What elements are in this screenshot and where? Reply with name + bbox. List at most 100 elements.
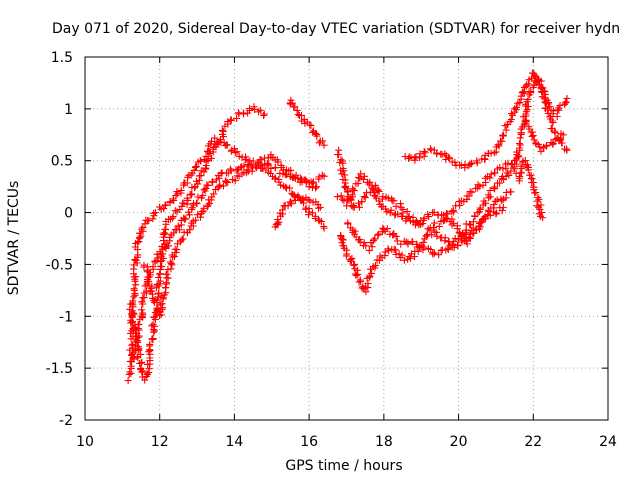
data-point [412,219,420,226]
data-point [511,105,519,113]
data-series-track-m [515,157,547,222]
data-point [200,204,208,212]
data-point [355,278,363,286]
data-point [529,132,537,139]
data-point [559,131,567,139]
data-point [426,145,434,153]
data-point [287,166,295,174]
data-point [562,99,569,107]
data-point [355,173,363,181]
data-point [150,212,158,220]
data-point [563,94,571,102]
data-point [164,274,172,282]
data-point [430,208,438,216]
data-point [496,164,504,171]
data-point [473,226,480,234]
data-point [338,170,346,178]
data-point [173,246,181,254]
data-point [395,250,403,258]
data-point [451,234,459,242]
data-point [344,219,352,227]
data-point [356,238,364,246]
data-point [310,178,317,186]
data-point [391,246,399,254]
data-point [524,166,532,174]
data-point [536,143,544,151]
data-point [194,193,202,201]
data-point [156,277,164,285]
data-point [530,136,538,144]
data-point [320,172,328,180]
data-point [448,215,456,223]
data-point [441,234,449,242]
data-point [498,207,506,215]
data-point [504,159,512,167]
data-point [149,335,157,342]
data-point [341,183,348,191]
data-point [406,254,414,262]
data-point [420,214,428,222]
data-point [532,189,540,197]
data-point [414,247,422,255]
data-point [204,155,212,163]
data-point [387,206,395,214]
data-point [274,216,282,223]
data-point [514,152,522,160]
data-point [416,150,424,158]
data-point [454,241,461,249]
y-tick-label: -1.5 [46,361,73,377]
data-point [482,215,490,223]
data-point [192,216,200,224]
data-point [392,251,400,258]
data-point [355,199,362,207]
x-tick-label: 10 [76,434,94,450]
data-point [368,269,376,277]
data-point [128,341,136,349]
data-point [179,235,187,243]
data-point [357,170,365,178]
data-point [136,360,144,367]
data-point [287,100,295,108]
data-point [372,262,379,269]
data-point [309,128,317,136]
data-point [515,140,523,148]
data-point [149,297,157,305]
data-point [132,342,140,350]
data-point [348,191,356,199]
data-point [466,160,474,168]
data-point [216,181,224,189]
data-point [292,171,300,179]
data-point [563,146,571,154]
y-tick-label: 0.5 [51,154,73,170]
data-point [260,110,268,118]
data-point [392,202,400,210]
data-point [274,158,282,166]
data-point [130,293,138,301]
data-point [309,209,316,217]
data-point [267,164,275,172]
data-point [145,365,153,373]
data-point [148,287,156,295]
data-point [469,218,477,226]
data-point [192,199,200,207]
data-point [490,201,498,208]
data-point [354,270,362,278]
data-point [507,116,515,124]
data-point [156,301,164,309]
data-point [408,238,416,246]
data-point [183,194,191,202]
y-tick-label: -2 [59,413,73,429]
data-point [315,173,323,181]
data-point [291,103,299,111]
data-point [400,256,408,264]
data-point [425,213,433,221]
data-point [544,106,551,114]
data-point [375,187,383,195]
data-point [556,102,564,109]
data-point [207,196,215,204]
data-point [172,192,180,199]
chart-title: Day 071 of 2020, Sidereal Day-to-day VTE… [52,21,620,37]
data-point [360,285,368,293]
data-point [288,99,296,107]
data-point [368,243,376,251]
